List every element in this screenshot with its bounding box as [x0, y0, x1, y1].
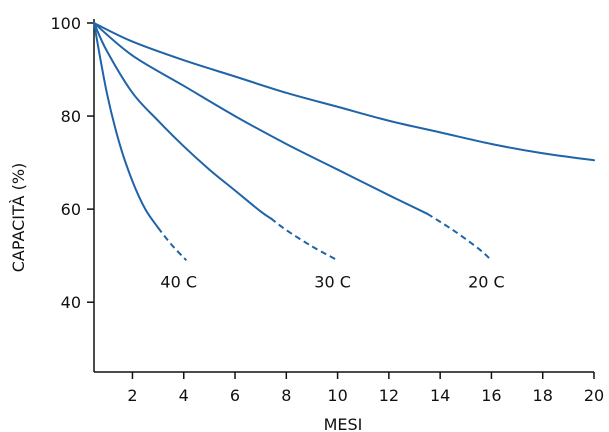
series-line-40-c: [93, 22, 160, 229]
x-tick-label: 8: [281, 386, 291, 405]
series-lines: [93, 22, 595, 262]
x-tick-label: 12: [379, 386, 399, 405]
y-tick-label: 100: [50, 14, 81, 33]
x-tick-label: 16: [481, 386, 501, 405]
y-tick-label: 60: [61, 200, 81, 219]
x-tick-label: 2: [127, 386, 137, 405]
axes: [93, 19, 594, 373]
x-tick-label: 10: [327, 386, 347, 405]
y-axis-title: CAPACITÀ (%): [9, 163, 28, 273]
series-label: 40 C: [160, 272, 197, 291]
x-tick-label: 6: [230, 386, 240, 405]
series-line-20-c: [93, 22, 429, 215]
series-line-series-4: [93, 22, 595, 162]
y-tick-label: 40: [61, 293, 81, 312]
y-tick-label: 80: [61, 107, 81, 126]
x-tick-label: 18: [533, 386, 553, 405]
series-dashed-20-c: [426, 212, 493, 262]
x-axis-title: MESI: [324, 415, 363, 432]
x-tick-label: 20: [584, 386, 604, 405]
series-label: 20 C: [468, 272, 505, 291]
series-labels: 40 C 30 C 20 C: [160, 272, 504, 291]
series-dashed-40-c: [157, 227, 188, 262]
series-label: 30 C: [314, 272, 351, 291]
ticks: 2 4 6 8 10 12 14 16 18 20 40 60 80 100: [50, 14, 604, 405]
x-tick-label: 14: [430, 386, 450, 405]
series-line-30-c: [93, 22, 272, 220]
x-tick-label: 4: [179, 386, 189, 405]
series-dashed-30-c: [270, 217, 339, 262]
